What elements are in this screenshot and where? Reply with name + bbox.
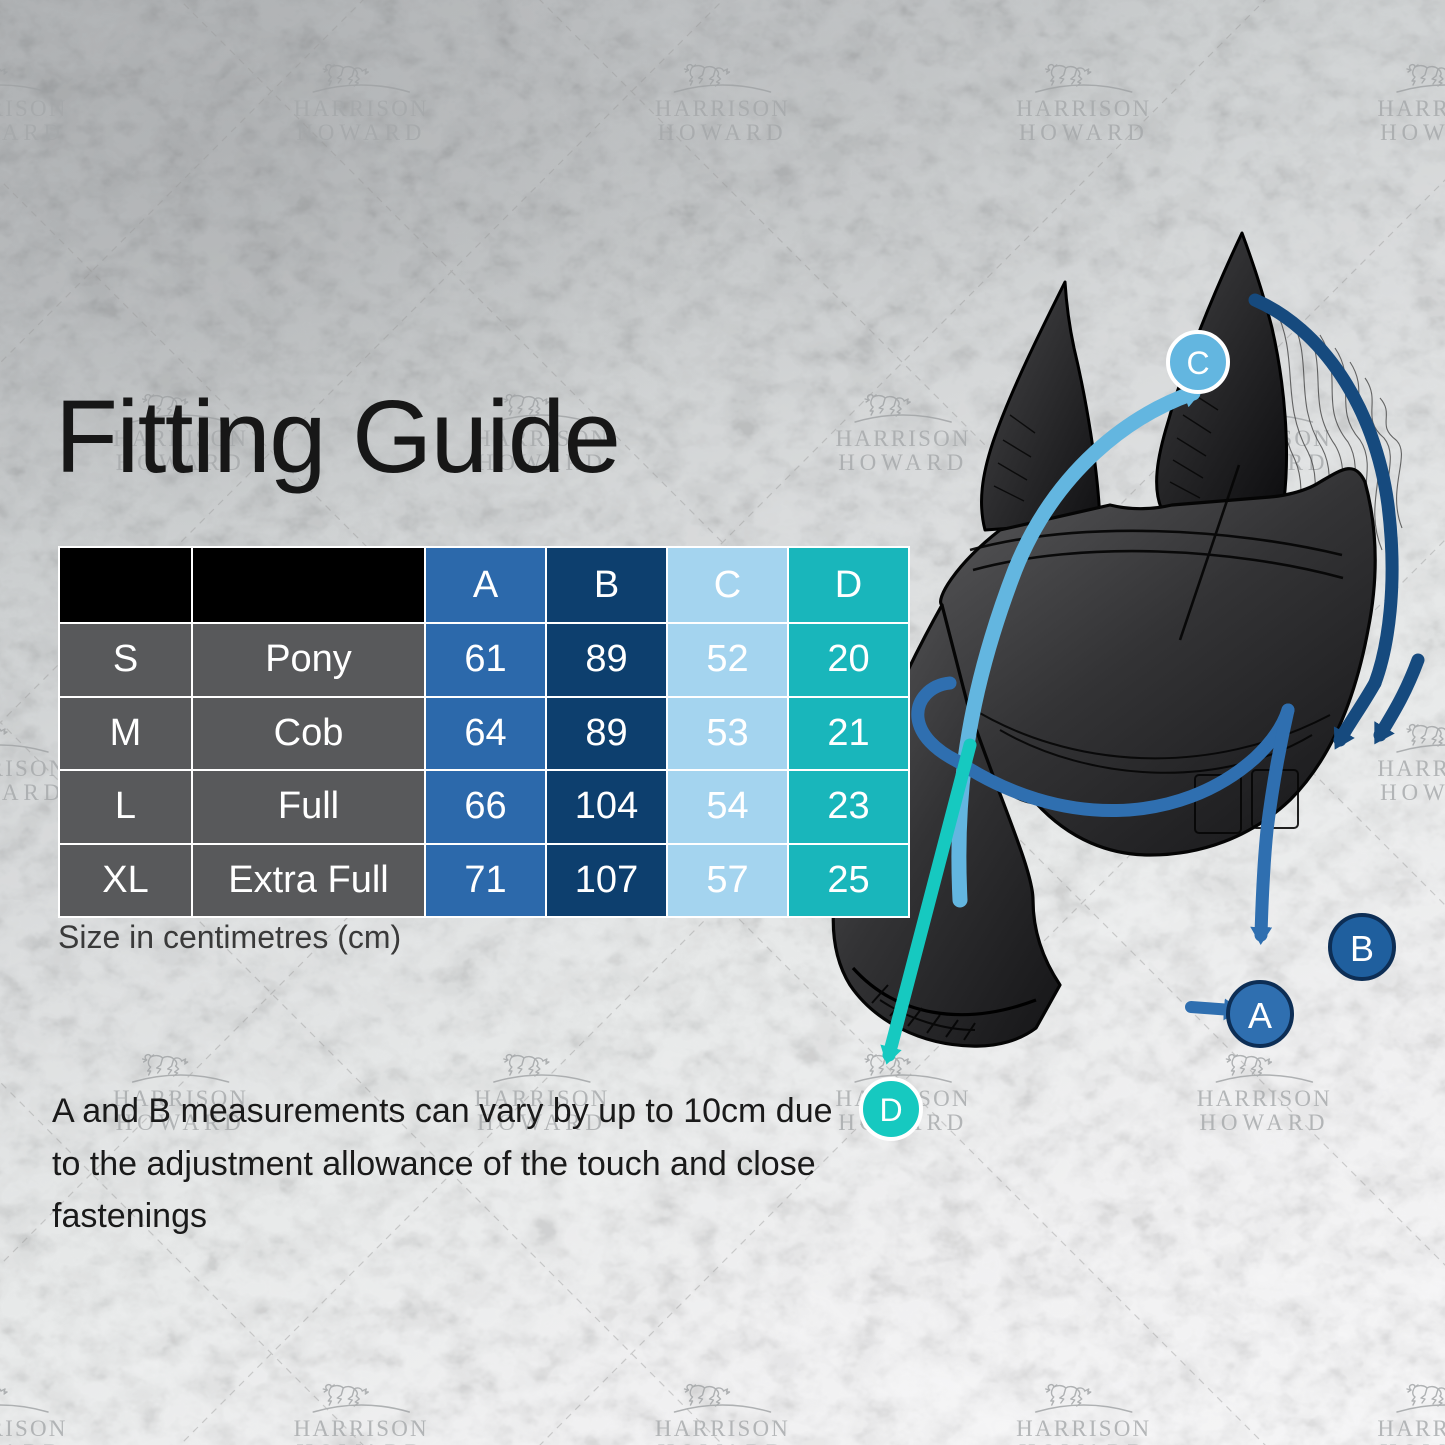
svg-text:D: D: [879, 1092, 902, 1128]
svg-text:B: B: [1350, 928, 1374, 969]
svg-text:A: A: [1248, 995, 1272, 1036]
svg-text:C: C: [1186, 345, 1209, 381]
